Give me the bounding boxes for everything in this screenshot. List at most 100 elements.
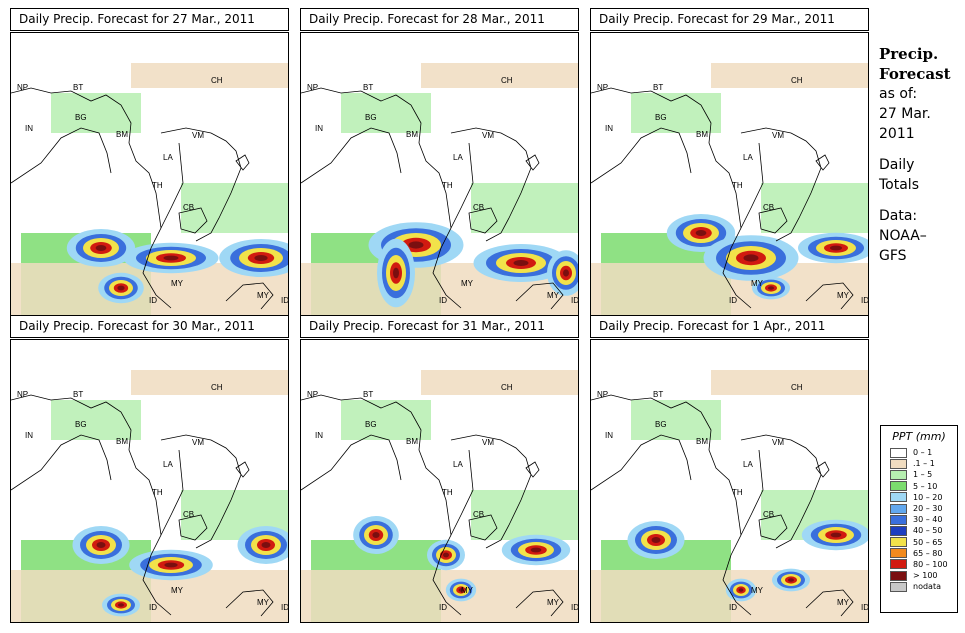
panel-title: Daily Precip. Forecast for 29 Mar., 2011: [590, 8, 869, 31]
country-label: IN: [605, 124, 613, 133]
precip-map: CH NP BT BG IN BM VM LA TH CB MY ID MY ID: [590, 32, 869, 316]
legend-title: PPT (mm): [892, 430, 946, 443]
country-label: ID: [439, 296, 447, 305]
rain-zone: [471, 183, 578, 233]
precip-field-svg: CH NP BT BG IN BM VM LA TH CB MY ID MY ID: [591, 63, 869, 315]
country-label: MY: [461, 279, 474, 288]
rain-zone: [761, 183, 868, 233]
legend-row: 5 – 10: [890, 481, 957, 492]
rain-cell: [695, 230, 707, 236]
legend-label: 20 – 30: [913, 504, 943, 514]
rain-zone: [51, 93, 141, 133]
rain-cell: [458, 588, 464, 592]
legend-row: 10 – 20: [890, 492, 957, 503]
country-label: ID: [861, 296, 869, 305]
precip-map: CH NP BT BG IN BM VM LA TH CB MY ID MY ID: [590, 339, 869, 623]
rain-cell: [513, 260, 529, 266]
country-label: BG: [365, 113, 377, 122]
country-label: CB: [183, 510, 194, 519]
rain-zone: [341, 400, 431, 440]
coastline: [591, 87, 854, 310]
precip-field-svg: CH NP BT BG IN BM VM LA TH CB MY ID MY ID: [11, 63, 289, 315]
country-label: BT: [653, 83, 663, 92]
legend-label: .1 – 1: [913, 459, 935, 469]
country-label: CH: [501, 383, 513, 392]
precip-field-svg: CH NP BT BG IN BM VM LA TH CB MY ID MY ID: [301, 370, 578, 622]
country-label: MY: [257, 598, 270, 607]
country-label: LA: [453, 460, 463, 469]
rain-cell: [163, 255, 179, 261]
country-label: BG: [75, 113, 87, 122]
totals-line1: Daily: [879, 157, 915, 173]
data-line3: GFS: [879, 248, 907, 264]
country-label: BT: [73, 83, 83, 92]
country-label: IN: [315, 124, 323, 133]
country-label: IN: [605, 431, 613, 440]
legend-label: 0 – 1: [913, 448, 933, 458]
country-label: ID: [729, 296, 737, 305]
coastline: [591, 394, 854, 617]
country-label: CH: [791, 76, 803, 85]
rain-cell: [261, 542, 271, 548]
coastline: [301, 87, 564, 310]
precip-field-svg: CH NP BT BG IN BM VM LA TH CB MY ID MY ID: [591, 370, 869, 622]
rain-cell: [164, 562, 178, 568]
country-label: NP: [307, 390, 318, 399]
country-label: BM: [406, 130, 418, 139]
legend-row: > 100: [890, 570, 957, 581]
country-label: BG: [75, 420, 87, 429]
country-label: BT: [363, 83, 373, 92]
rain-zone: [301, 570, 578, 622]
rain-cell: [651, 537, 661, 543]
asof-line3: 2011: [879, 126, 915, 142]
legend-row: 40 – 50: [890, 525, 957, 536]
legend-swatch: [890, 548, 907, 559]
country-label: BT: [73, 390, 83, 399]
country-label: MY: [257, 291, 270, 300]
rain-cell: [393, 267, 399, 279]
legend-swatch: [890, 537, 907, 548]
data-line2: NOAA–: [879, 228, 927, 244]
country-label: NP: [17, 83, 28, 92]
country-label: MY: [751, 279, 764, 288]
legend-row: 1 – 5: [890, 469, 957, 480]
country-label: BT: [363, 390, 373, 399]
rain-cell: [743, 254, 759, 262]
country-label: ID: [861, 603, 869, 612]
country-label: ID: [281, 296, 289, 305]
legend-label: 50 – 65: [913, 537, 943, 547]
rain-zone: [711, 370, 868, 395]
sidebar-title-line1: Precip.: [879, 45, 939, 63]
country-label: MY: [751, 586, 764, 595]
rain-cell: [830, 532, 842, 538]
legend-label: 30 – 40: [913, 515, 943, 525]
country-label: IN: [25, 431, 33, 440]
precip-field-svg: CH NP BT BG IN BM VM LA TH CB MY ID MY ID: [301, 63, 578, 315]
rain-cell: [738, 588, 744, 592]
coastline: [301, 394, 564, 617]
rain-zone: [711, 63, 868, 88]
country-label: BG: [365, 420, 377, 429]
asof-line1: as of:: [879, 86, 918, 102]
country-label: NP: [17, 390, 28, 399]
rain-cell: [254, 255, 268, 261]
legend-label: 5 – 10: [913, 481, 938, 491]
country-label: VM: [192, 438, 204, 447]
rain-zone: [131, 370, 288, 395]
country-label: CB: [473, 203, 484, 212]
rain-cell: [768, 286, 774, 290]
legend-label: 65 – 80: [913, 548, 943, 558]
country-label: LA: [453, 153, 463, 162]
rain-cell: [408, 241, 424, 249]
legend-swatch: [890, 559, 907, 570]
panel-title: Daily Precip. Forecast for 28 Mar., 2011: [300, 8, 579, 31]
legend-row: 50 – 65: [890, 537, 957, 548]
country-label: TH: [732, 181, 743, 190]
country-label: NP: [597, 390, 608, 399]
rain-zone: [51, 400, 141, 440]
country-label: VM: [772, 131, 784, 140]
country-label: NP: [597, 83, 608, 92]
country-label: MY: [837, 291, 850, 300]
country-label: CB: [763, 510, 774, 519]
